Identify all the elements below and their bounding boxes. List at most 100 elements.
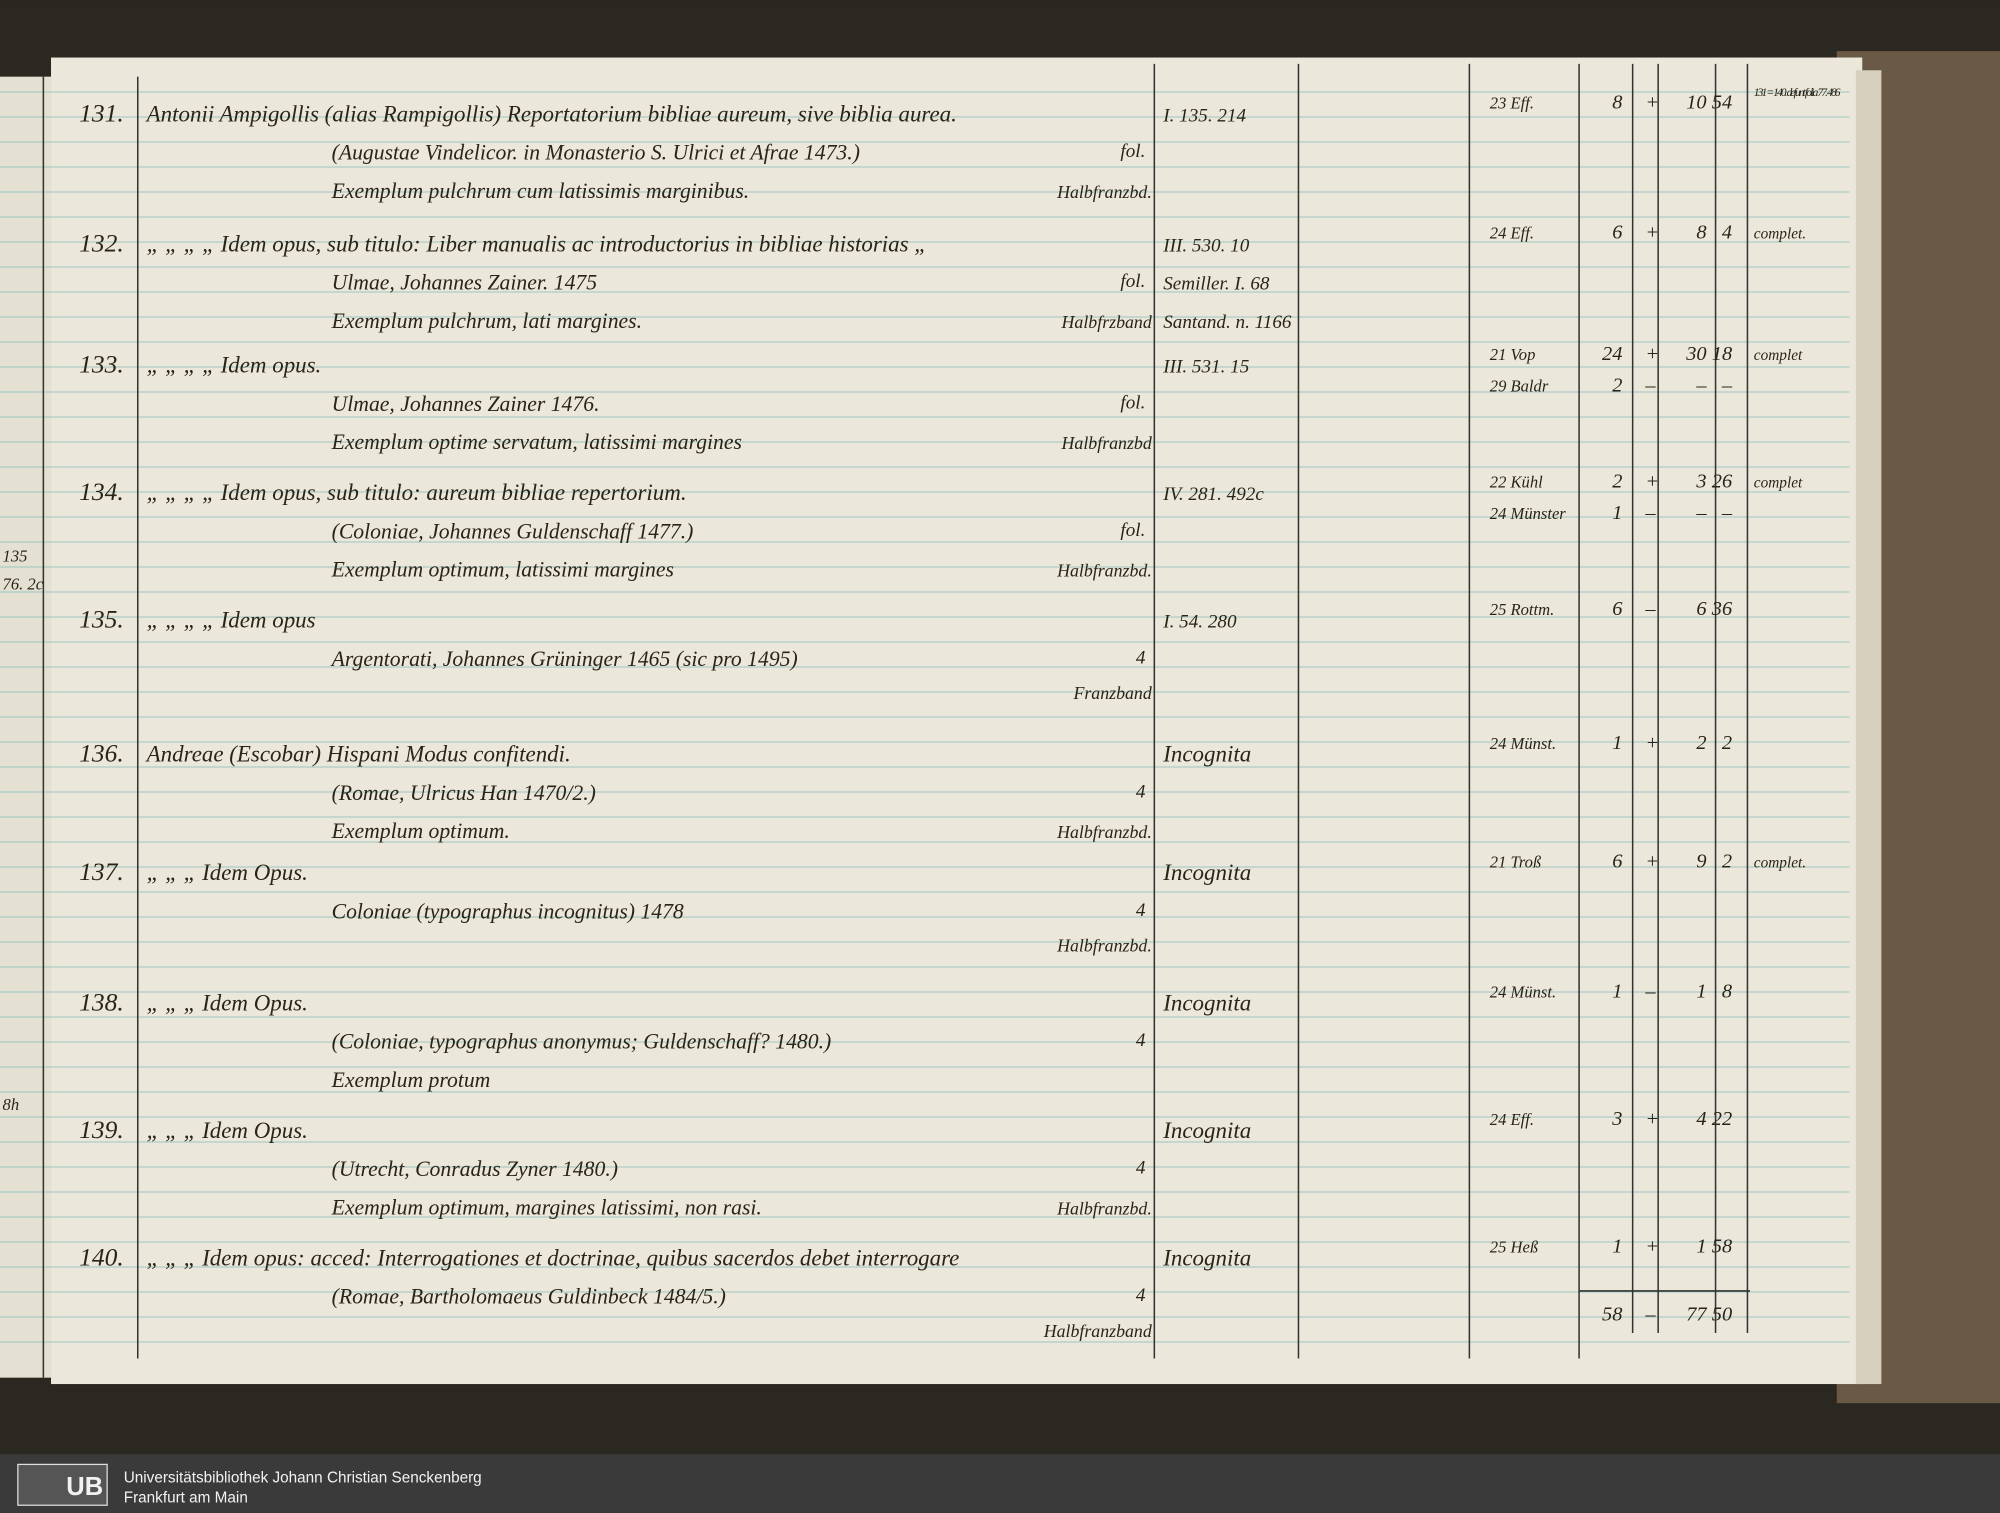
sale-cell: 4 bbox=[1696, 1108, 1706, 1130]
reference: Incognita bbox=[1162, 1245, 1251, 1270]
entry-line: Exemplum pulchrum cum latissimis margini… bbox=[331, 179, 750, 203]
format: 4 bbox=[1136, 647, 1146, 668]
remark: 131 = 140. defunt folia 77. 486 bbox=[1754, 87, 1841, 99]
sale-cell: 23 Eff. bbox=[1490, 94, 1534, 113]
sale-cell: – bbox=[1695, 375, 1707, 397]
entry-number: 135. bbox=[79, 605, 124, 634]
sale-cell: 6 bbox=[1612, 222, 1623, 244]
entry-line: Exemplum optime servatum, latissimi marg… bbox=[331, 430, 742, 454]
sale-cell: 3 bbox=[1695, 470, 1706, 492]
sale-cell: + bbox=[1645, 1108, 1659, 1130]
entry-line: (Coloniae, Johannes Guldenschaff 1477.) bbox=[332, 519, 694, 543]
sale-cell: – bbox=[1644, 375, 1656, 397]
total-cell: 58 bbox=[1602, 1303, 1622, 1325]
sale-cell: 10 bbox=[1686, 92, 1706, 114]
sale-cell: 54 bbox=[1712, 92, 1732, 114]
entry-number: 139. bbox=[79, 1115, 124, 1144]
entry-line: Ulmae, Johannes Zainer. 1475 bbox=[332, 271, 598, 295]
binding: Halbfranzbd. bbox=[1056, 936, 1152, 956]
sale-cell: 6 bbox=[1612, 598, 1623, 620]
entry-line: „ „ „ „ Idem opus, sub titulo: Liber man… bbox=[147, 231, 927, 256]
entry-number: 132. bbox=[79, 228, 124, 257]
sale-cell: 1 bbox=[1696, 981, 1706, 1003]
format: fol. bbox=[1120, 271, 1145, 292]
sale-cell: 24 Münst. bbox=[1490, 983, 1556, 1002]
entry-line: (Coloniae, typographus anonymus; Guldens… bbox=[332, 1030, 832, 1054]
sale-cell: 24 Eff. bbox=[1490, 224, 1534, 243]
page-stack bbox=[1855, 70, 1882, 1385]
entry-line: „ „ „ Idem Opus. bbox=[147, 1118, 308, 1143]
sale-cell: 29 Baldr bbox=[1490, 377, 1549, 396]
entry-number: 137. bbox=[79, 857, 124, 886]
sale-cell: 25 Rottm. bbox=[1490, 600, 1554, 619]
reference: I. 135. 214 bbox=[1162, 105, 1246, 126]
binding: Halbfranzbd. bbox=[1056, 182, 1152, 202]
margin-note: 76. 2c bbox=[3, 574, 44, 593]
sale-cell: 8 bbox=[1696, 222, 1706, 244]
total-cell: 77 bbox=[1686, 1303, 1707, 1325]
format: fol. bbox=[1120, 392, 1145, 413]
binding: Halbfrzband bbox=[1061, 312, 1152, 332]
reference: Incognita bbox=[1162, 742, 1251, 767]
sale-cell: + bbox=[1645, 343, 1659, 365]
format: 4 bbox=[1136, 900, 1146, 921]
remark: complet bbox=[1754, 474, 1803, 491]
entry-line: (Romae, Bartholomaeus Guldinbeck 1484/5.… bbox=[332, 1285, 726, 1309]
sale-cell: 21 Vop bbox=[1490, 345, 1536, 364]
sale-cell: 18 bbox=[1712, 343, 1732, 365]
reference: III. 531. 15 bbox=[1162, 357, 1249, 378]
logo-box bbox=[17, 1463, 108, 1506]
format: fol. bbox=[1120, 141, 1145, 162]
entry-line: Coloniae (typographus incognitus) 1478 bbox=[332, 899, 684, 923]
sale-cell: + bbox=[1645, 1236, 1659, 1258]
format: fol. bbox=[1120, 520, 1145, 541]
logo: UB bbox=[66, 1473, 103, 1501]
entry-line: Andreae (Escobar) Hispani Modus confiten… bbox=[145, 742, 571, 767]
entry-line: „ „ „ Idem opus: acced: Interrogationes … bbox=[147, 1245, 960, 1270]
entry-number: 131. bbox=[79, 98, 124, 127]
sale-cell: 1 bbox=[1612, 1236, 1622, 1258]
entry-line: Ulmae, Johannes Zainer 1476. bbox=[332, 392, 600, 416]
binding: Halbfranzbd. bbox=[1056, 561, 1152, 581]
sale-cell: 24 Eff. bbox=[1490, 1110, 1534, 1129]
entry-number: 136. bbox=[79, 739, 124, 768]
remark: complet. bbox=[1754, 226, 1806, 243]
sale-cell: 22 bbox=[1712, 1108, 1732, 1130]
sale-cell: 2 bbox=[1722, 732, 1732, 754]
sale-cell: 24 Münst. bbox=[1490, 734, 1556, 753]
sale-cell: 26 bbox=[1712, 470, 1733, 492]
reference: Incognita bbox=[1162, 860, 1251, 885]
sale-cell: 6 bbox=[1696, 598, 1707, 620]
entry-number: 134. bbox=[79, 477, 124, 506]
sale-cell: 30 bbox=[1685, 343, 1706, 365]
sale-cell: – bbox=[1644, 502, 1656, 524]
sale-cell: 2 bbox=[1722, 850, 1732, 872]
entry-number: 140. bbox=[79, 1242, 124, 1271]
entry-number: 133. bbox=[79, 350, 124, 379]
footer-line: Frankfurt am Main bbox=[124, 1490, 248, 1507]
reference: Semiller. I. 68 bbox=[1163, 274, 1270, 295]
sale-cell: + bbox=[1645, 222, 1659, 244]
reference: Santand. n. 1166 bbox=[1163, 312, 1292, 333]
reference: IV. 281. 492c bbox=[1162, 484, 1264, 505]
sale-cell: 21 Troß bbox=[1490, 852, 1542, 871]
footer-line: Universitätsbibliothek Johann Christian … bbox=[124, 1469, 482, 1486]
sale-cell: – bbox=[1721, 502, 1733, 524]
entry-line: „ „ „ „ Idem opus bbox=[147, 608, 316, 633]
sale-cell: 9 bbox=[1696, 850, 1706, 872]
sale-cell: 1 bbox=[1696, 1236, 1706, 1258]
entry-line: (Utrecht, Conradus Zyner 1480.) bbox=[332, 1157, 618, 1181]
reference: Incognita bbox=[1162, 990, 1251, 1015]
sale-cell: 2 bbox=[1612, 375, 1622, 397]
sale-cell: + bbox=[1645, 470, 1659, 492]
sale-cell: 36 bbox=[1711, 598, 1733, 620]
entry-line: Exemplum protum bbox=[331, 1068, 491, 1092]
sale-cell: + bbox=[1645, 732, 1659, 754]
reference: III. 530. 10 bbox=[1162, 235, 1249, 256]
sale-cell: 8 bbox=[1612, 92, 1622, 114]
sale-cell: + bbox=[1645, 850, 1659, 872]
binding: Halbfranzbd bbox=[1061, 433, 1152, 453]
total-cell: 50 bbox=[1712, 1303, 1732, 1325]
remark: complet. bbox=[1754, 854, 1806, 871]
